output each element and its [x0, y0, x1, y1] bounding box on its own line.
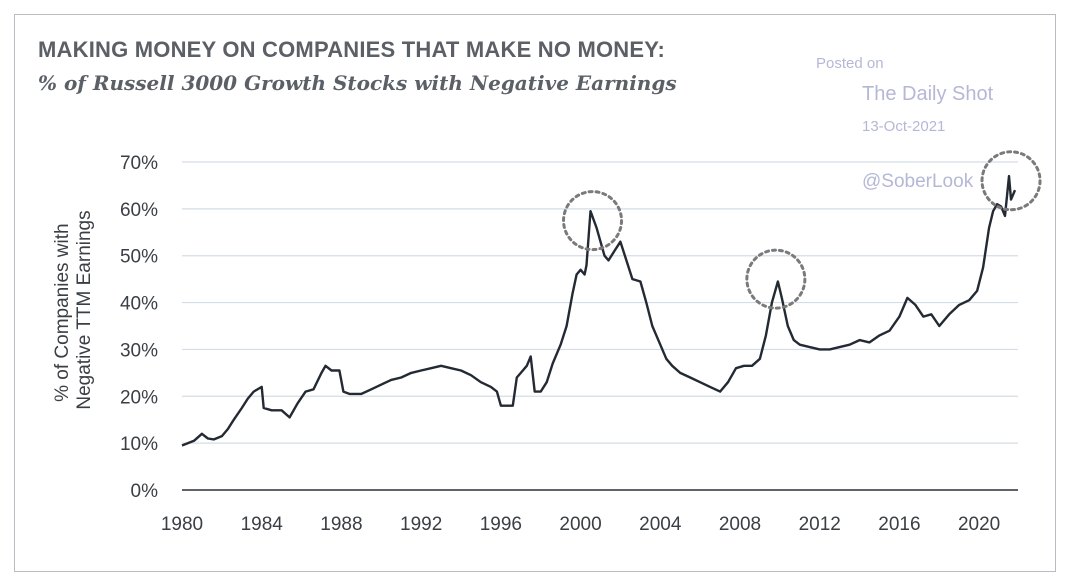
- chart-title: MAKING MONEY ON COMPANIES THAT MAKE NO M…: [38, 37, 666, 62]
- watermark-source: The Daily Shot: [862, 83, 994, 105]
- y-axis-label-line-2: Negative TTM Earnings: [74, 210, 95, 409]
- x-tick-label: 1980: [161, 514, 203, 535]
- watermark-handle: @SoberLook: [862, 171, 974, 192]
- x-tick-labels: 1980 1984 1988 1992 1996 2000 2004 2008 2012 2016…: [161, 514, 1000, 535]
- x-tick-label: 2016: [878, 514, 920, 535]
- peak-highlight-circle: [980, 150, 1042, 212]
- x-tick-label: 2004: [639, 514, 682, 535]
- x-tick-label: 1984: [241, 514, 284, 535]
- x-tick-label: 2000: [559, 514, 601, 535]
- chart-subtitle: % of Russell 3000 Growth Stocks with Neg…: [38, 71, 677, 95]
- peak-highlights: [562, 150, 1042, 310]
- x-tick-label: 2008: [719, 514, 761, 535]
- y-tick-label: 40%: [120, 294, 158, 315]
- peak-highlight-circle: [745, 248, 807, 310]
- x-tick-label: 2012: [799, 514, 841, 535]
- y-tick-labels: 0% 10% 20% 30% 40% 50% 60% 70%: [120, 153, 158, 502]
- x-tick-label: 1996: [480, 514, 522, 535]
- y-tick-label: 20%: [120, 387, 158, 408]
- y-tick-label: 10%: [120, 434, 158, 455]
- y-tick-label: 50%: [120, 247, 158, 268]
- x-tick-label: 1992: [400, 514, 442, 535]
- chart-frame: [14, 14, 1056, 572]
- watermark-date: 13-Oct-2021: [862, 118, 946, 135]
- watermark-posted: Posted on: [816, 55, 884, 72]
- y-tick-label: 60%: [120, 200, 158, 221]
- x-tick-label: 1988: [320, 514, 362, 535]
- x-tick-label: 2020: [958, 514, 1000, 535]
- y-tick-label: 30%: [120, 340, 158, 361]
- gridlines: [182, 161, 1018, 491]
- y-tick-label: 0%: [131, 481, 159, 502]
- y-axis-label: % of Companies with Negative TTM Earning…: [52, 210, 95, 409]
- y-axis-label-line-1: % of Companies with: [52, 223, 73, 401]
- y-tick-label: 70%: [120, 153, 158, 174]
- series-line: [181, 174, 1017, 447]
- peak-highlight-circle: [562, 190, 624, 252]
